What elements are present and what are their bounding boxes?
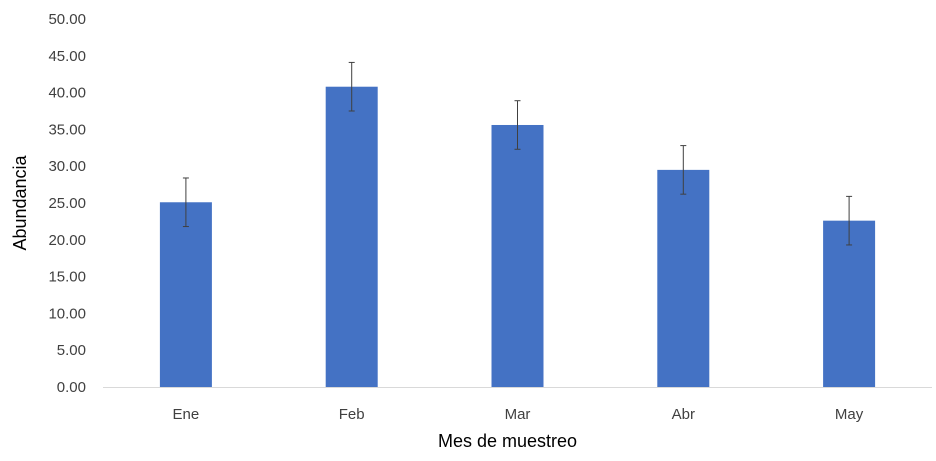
y-tick-label: 35.00 <box>48 121 86 138</box>
x-axis-title: Mes de muestreo <box>438 431 577 451</box>
y-axis-ticks: 0.00 5.00 10.00 15.00 20.00 25.00 30.00 35.00 40… <box>48 11 86 396</box>
y-tick-label: 20.00 <box>48 232 86 249</box>
y-tick-label: 30.00 <box>48 158 86 175</box>
y-tick-label: 40.00 <box>48 85 86 102</box>
error-bar-feb <box>348 61 355 112</box>
x-tick-label-feb: Feb <box>339 406 365 423</box>
x-tick-label-mar: Mar <box>505 406 531 423</box>
bar-feb <box>325 86 378 387</box>
error-bars <box>182 61 853 246</box>
x-tick-label-ene: Ene <box>173 406 200 423</box>
y-axis-title: Abundancia <box>10 154 30 250</box>
y-tick-label: 10.00 <box>48 305 86 322</box>
bar-series <box>159 86 876 387</box>
y-tick-label: 15.00 <box>48 269 86 286</box>
bar-abr <box>657 169 710 387</box>
y-tick-label: 25.00 <box>48 195 86 212</box>
y-tick-label: 5.00 <box>57 342 86 359</box>
x-tick-label-abr: Abr <box>672 406 695 423</box>
error-bar-may <box>846 195 853 246</box>
x-tick-label-may: May <box>835 406 864 423</box>
error-bar-ene <box>182 177 189 228</box>
bar-ene <box>159 202 212 387</box>
error-bar-mar <box>514 100 521 150</box>
y-tick-label: 50.00 <box>48 11 86 28</box>
x-axis-ticks: Ene Feb Mar Abr May <box>173 406 864 423</box>
bar-may <box>823 220 876 387</box>
error-bar-abr <box>680 145 687 195</box>
bar-mar <box>491 124 544 387</box>
y-tick-label: 45.00 <box>48 48 86 65</box>
y-tick-label: 0.00 <box>57 379 86 396</box>
